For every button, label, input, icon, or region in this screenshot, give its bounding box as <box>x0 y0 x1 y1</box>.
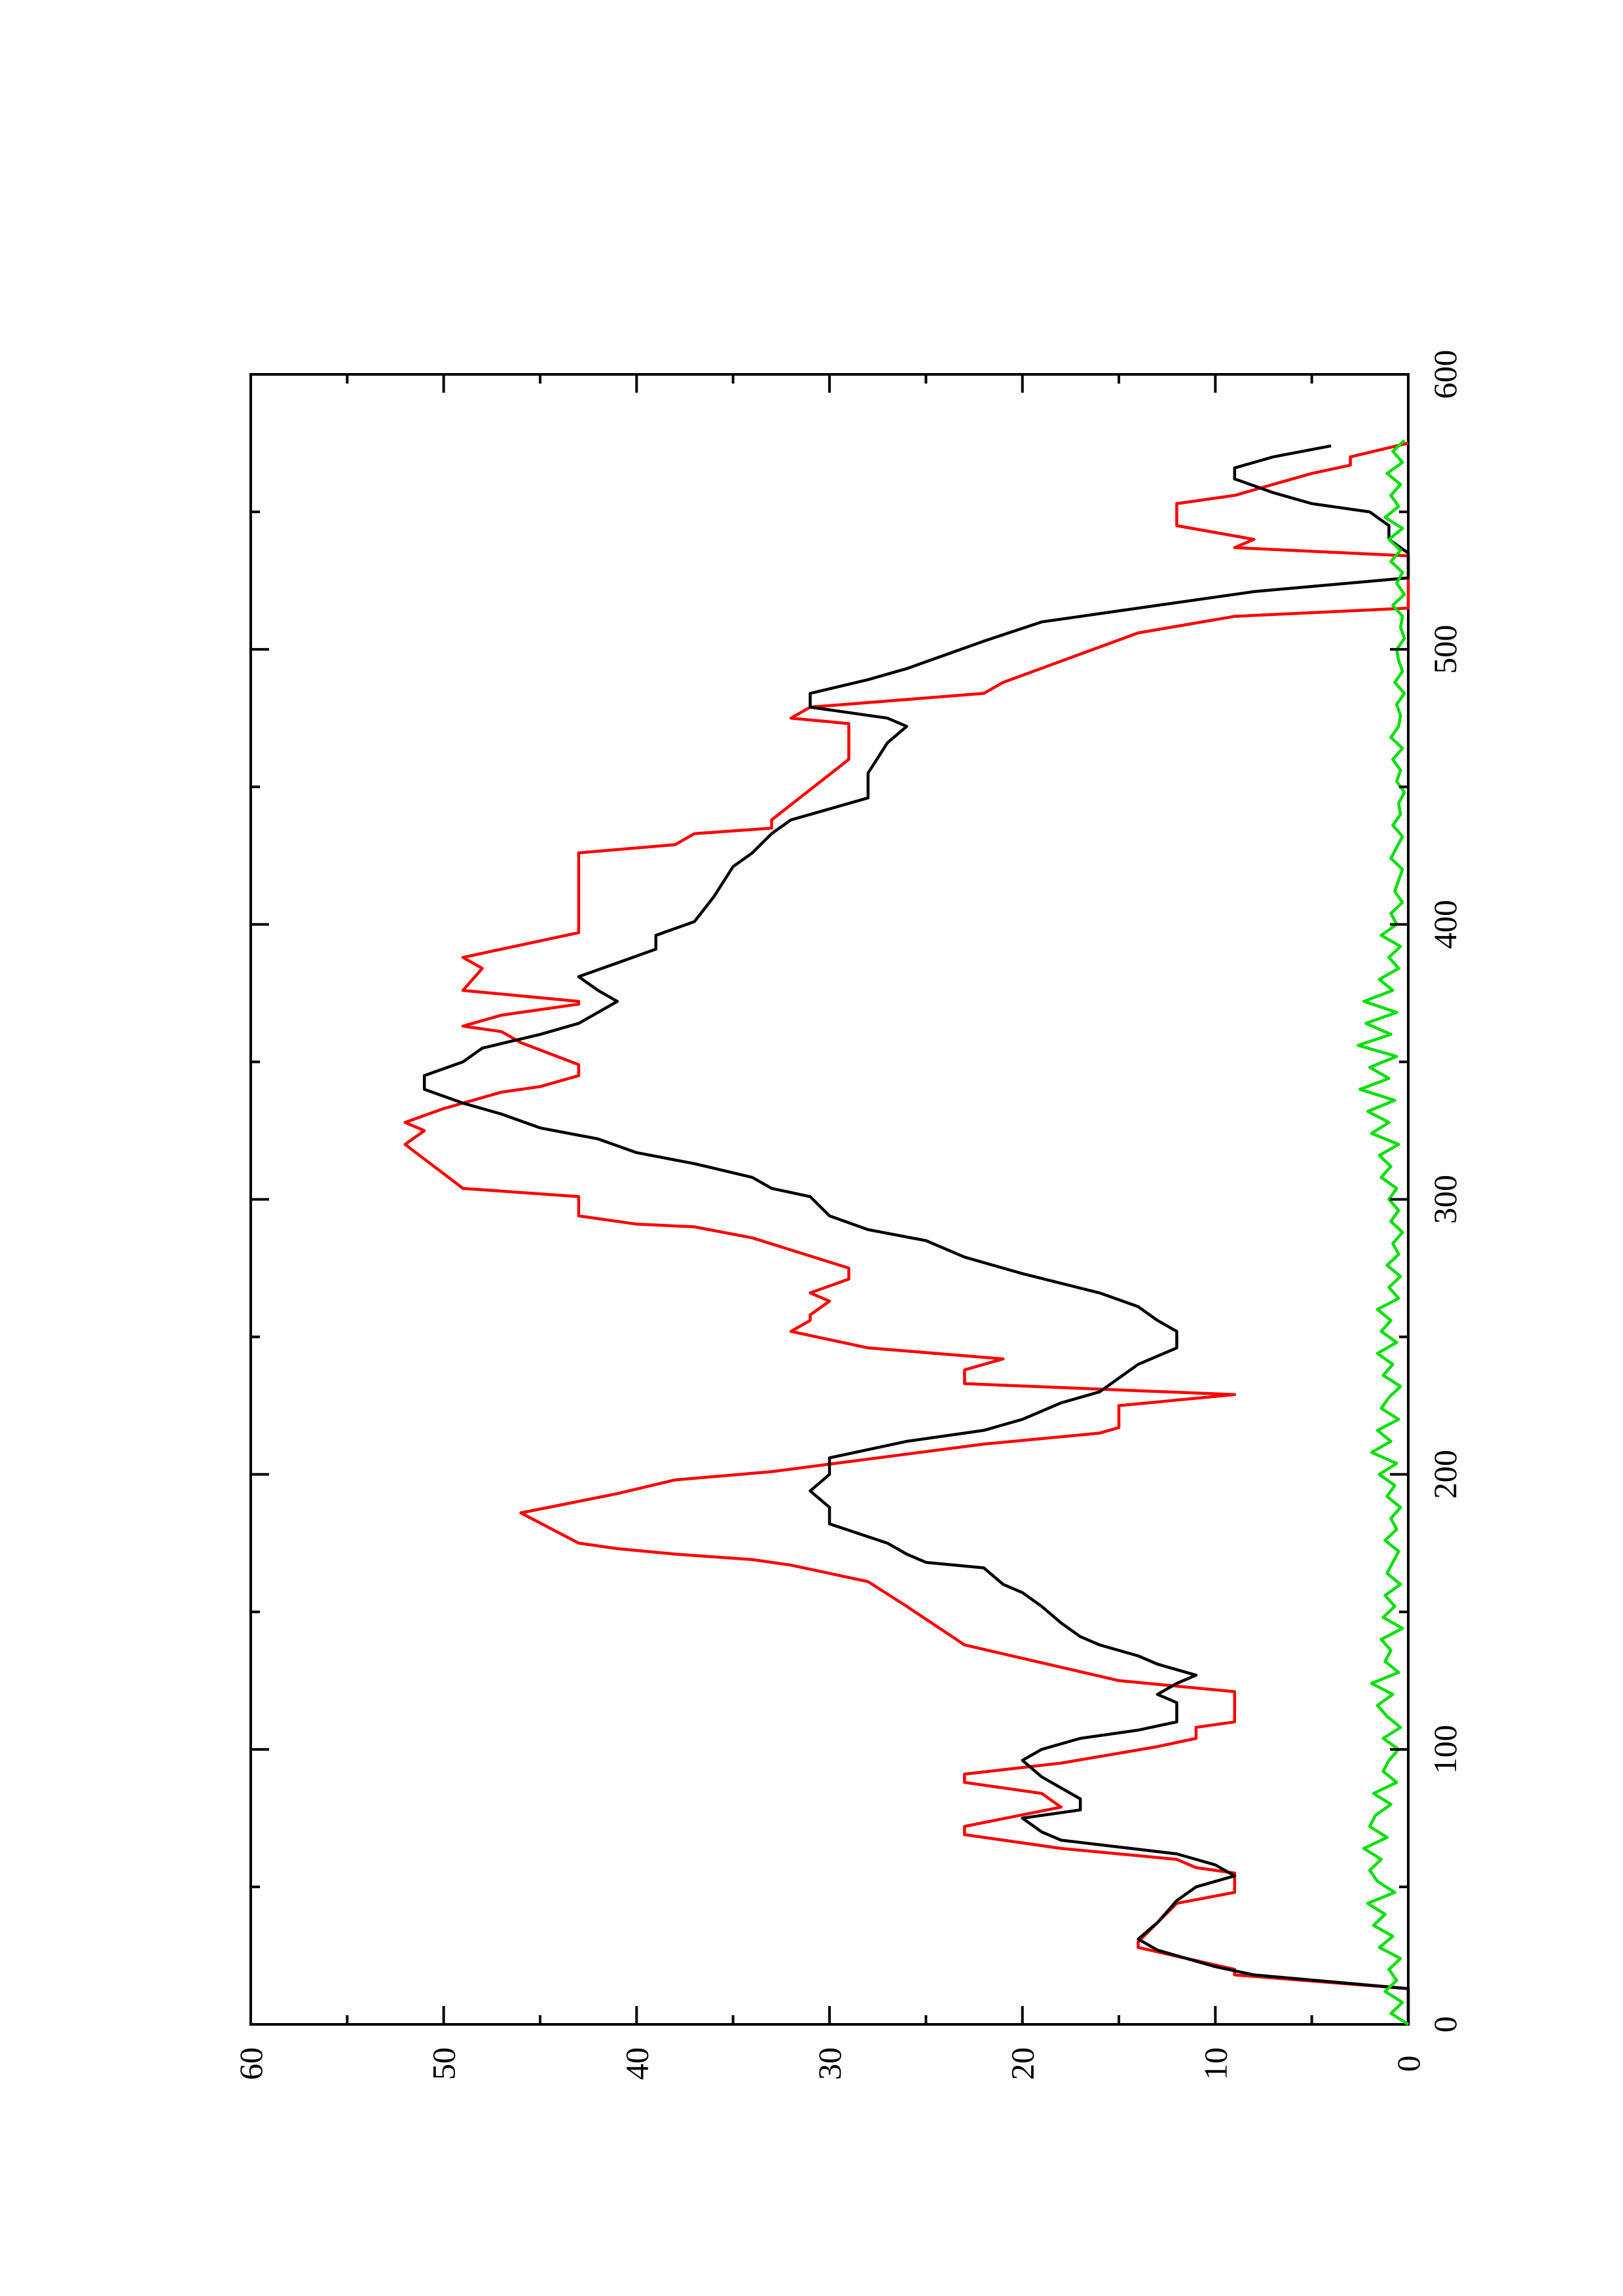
series-line-2 <box>1357 439 1410 2026</box>
x-tick-label: 100 <box>1427 1725 1463 1774</box>
x-tick-label: 400 <box>1427 900 1463 949</box>
y-tick-label: 20 <box>1004 2047 1041 2080</box>
y-tick-label: 50 <box>426 2047 462 2080</box>
y-tick-label: 60 <box>232 2047 269 2080</box>
plot-area: 0 100 200 300 400 500 600 0 10 20 30 40 50 60 <box>232 350 1463 2081</box>
plot-frame <box>249 373 1410 2026</box>
series-layer <box>403 439 1410 2026</box>
x-tick-label: 300 <box>1427 1175 1463 1224</box>
ticks-layer <box>251 374 1408 2024</box>
tick-labels-layer: 0 100 200 300 400 500 600 0 10 20 30 40 50 60 <box>232 350 1463 2081</box>
y-tick-label: 30 <box>811 2047 848 2080</box>
y-tick-label: 40 <box>618 2047 655 2080</box>
x-tick-label: 600 <box>1427 350 1463 399</box>
x-tick-label: 0 <box>1427 2017 1463 2033</box>
series-line-1 <box>422 444 1410 2024</box>
y-tick-label: 10 <box>1197 2047 1233 2080</box>
x-tick-label: 500 <box>1427 625 1463 674</box>
x-tick-label: 200 <box>1427 1450 1463 1499</box>
y-tick-label: 0 <box>1390 2056 1427 2072</box>
series-line-0 <box>403 441 1410 2024</box>
